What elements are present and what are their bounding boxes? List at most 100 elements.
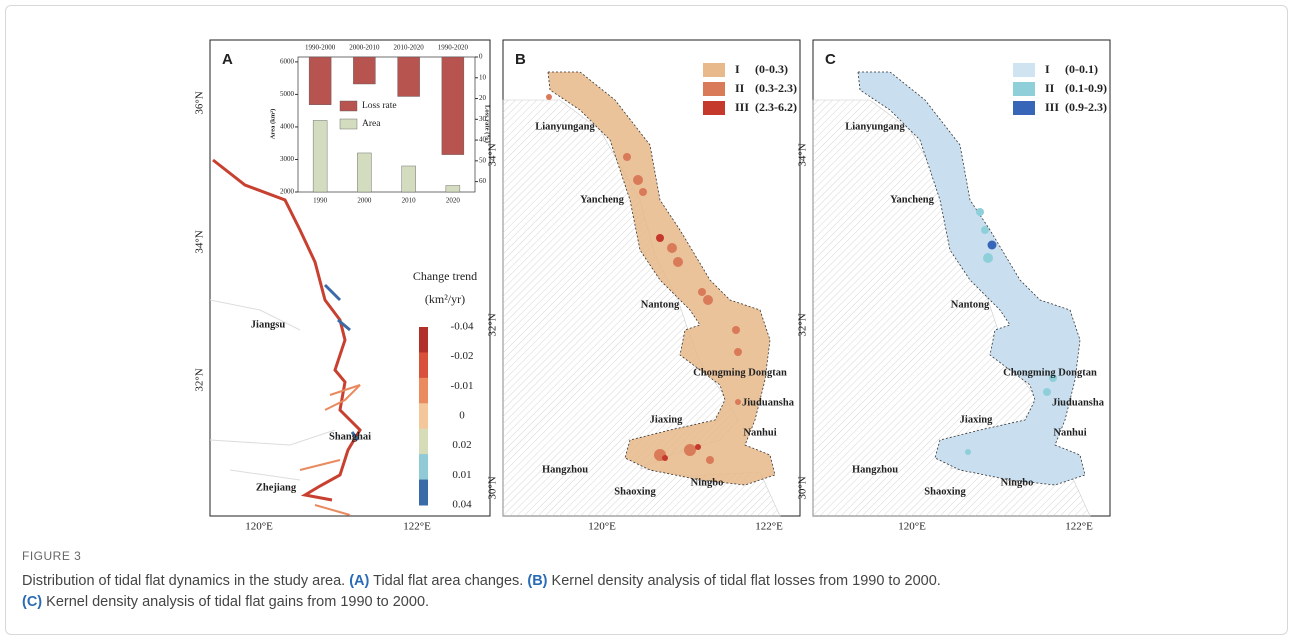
legend-range: (2.3-6.2) — [755, 100, 797, 114]
colorbar-label: -0.04 — [451, 321, 474, 333]
place-name: Hangzhou — [852, 464, 898, 475]
coastline-flats — [212, 158, 362, 502]
y-tick-label: 4000 — [280, 123, 295, 131]
x2-tick-label: 1990-2000 — [305, 44, 336, 52]
caption-text: (A) — [349, 573, 370, 589]
legend-swatch — [1013, 82, 1035, 96]
core — [662, 455, 668, 461]
lat-label: 34°N — [797, 143, 809, 166]
place-name: Hangzhou — [542, 464, 588, 475]
colorbar-label: 0.01 — [452, 469, 471, 481]
legend-swatch — [703, 101, 725, 115]
density-spots — [546, 94, 742, 464]
place-name: Yancheng — [580, 194, 625, 205]
lon-label: 120°E — [245, 521, 273, 533]
spot — [983, 253, 993, 263]
x-tick-label: 2000 — [357, 197, 372, 205]
legend-swatch — [703, 63, 725, 77]
place-name: Jiuduansha — [1052, 397, 1105, 408]
density-spots — [965, 208, 1057, 455]
x2-tick-label: 2000-2010 — [349, 44, 380, 52]
caption-text: Kernel density analysis of tidal flat ga… — [42, 594, 430, 610]
place-name: Yancheng — [890, 194, 935, 205]
core — [695, 444, 701, 450]
caption-text: Distribution of tidal flat dynamics in t… — [22, 573, 350, 589]
legend-swatch — [339, 100, 358, 112]
colorbar-label: -0.02 — [451, 350, 474, 362]
y-tick-label: 5000 — [280, 90, 295, 98]
legend-range: (0-0.3) — [755, 62, 788, 76]
y-tick-label: 6000 — [280, 57, 295, 65]
loss-bar — [308, 56, 332, 105]
place-name: Ningbo — [1001, 477, 1034, 488]
x-tick-label: 1990 — [313, 197, 328, 205]
lon-label: 122°E — [755, 521, 783, 533]
spot — [633, 175, 643, 185]
lat-label: 30°N — [797, 476, 809, 499]
caption: FIGURE 3 Distribution of tidal flat dynam… — [22, 546, 1272, 613]
y-axis-title: Area (km²) — [269, 109, 276, 140]
legend-label: Area — [362, 119, 381, 129]
legend-swatch — [1013, 101, 1035, 115]
place-name: Nantong — [641, 299, 680, 310]
spot — [623, 153, 631, 161]
core — [656, 234, 664, 242]
legend-label: Loss rate — [362, 101, 397, 111]
y2-tick-label: 20 — [479, 94, 487, 102]
y2-tick-label: 50 — [479, 156, 487, 164]
legend-range: (0.9-2.3) — [1065, 100, 1107, 114]
lon-label: 122°E — [1065, 521, 1093, 533]
place-name: Shaoxing — [924, 486, 966, 497]
caption-text: (B) — [527, 573, 548, 589]
place-name: Lianyungang — [535, 121, 595, 132]
place-name: Nanhui — [1053, 427, 1086, 438]
lat-label: 36°N — [194, 91, 206, 114]
legend-range: (0-0.1) — [1065, 62, 1098, 76]
legend-class: III — [735, 100, 749, 114]
place-name: Jiaxing — [650, 414, 683, 425]
loss-bar — [397, 56, 420, 97]
loss-bar — [441, 56, 465, 155]
lon-label: 120°E — [898, 521, 926, 533]
legend-swatch — [703, 82, 725, 96]
lat-label: 34°N — [487, 143, 499, 166]
y-tick-label: 3000 — [280, 155, 295, 163]
spot — [673, 257, 683, 267]
spot — [684, 444, 696, 456]
place-name: Jiaxing — [960, 414, 993, 425]
y2-tick-label: 0 — [479, 53, 483, 61]
figure: A 36°N 34°N 32°N 120°E 122°E Jiangsu Shanghai Zh… — [194, 39, 1111, 533]
lon-label: 120°E — [588, 521, 616, 533]
lat-label: 32°N — [487, 313, 499, 336]
spot — [703, 295, 713, 305]
place-name: Nantong — [951, 299, 990, 310]
lat-label: 30°N — [487, 476, 499, 499]
colorbar-label: -0.01 — [451, 380, 474, 392]
area-bar — [445, 185, 461, 193]
place-name: Ningbo — [691, 477, 724, 488]
legend-class: II — [1045, 81, 1055, 95]
y2-tick-label: 40 — [479, 136, 487, 144]
area-bar — [357, 152, 372, 193]
panel-letter: A — [222, 51, 233, 68]
spot — [546, 94, 552, 100]
caption-text: Tidal flat area changes. — [369, 573, 528, 589]
place-name: Shanghai — [329, 431, 371, 442]
province-lines — [209, 299, 336, 481]
legend-title: Change trend — [413, 269, 477, 283]
caption-text: FIGURE 3 — [22, 549, 82, 563]
place-name: Jiangsu — [251, 319, 286, 330]
spot — [639, 188, 647, 196]
colorbar-segment — [419, 454, 428, 481]
figure-frame — [5, 5, 1288, 635]
legend-unit: (km²/yr) — [425, 292, 465, 306]
spot — [981, 226, 989, 234]
area-bar — [401, 165, 416, 193]
legend-class: III — [1045, 100, 1059, 114]
spot — [965, 449, 971, 455]
legend-swatch — [339, 118, 358, 130]
coastline-gains — [323, 283, 360, 441]
y2-tick-label: 30 — [479, 115, 487, 123]
x2-tick-label: 2010-2020 — [393, 44, 424, 52]
spot — [732, 326, 740, 334]
